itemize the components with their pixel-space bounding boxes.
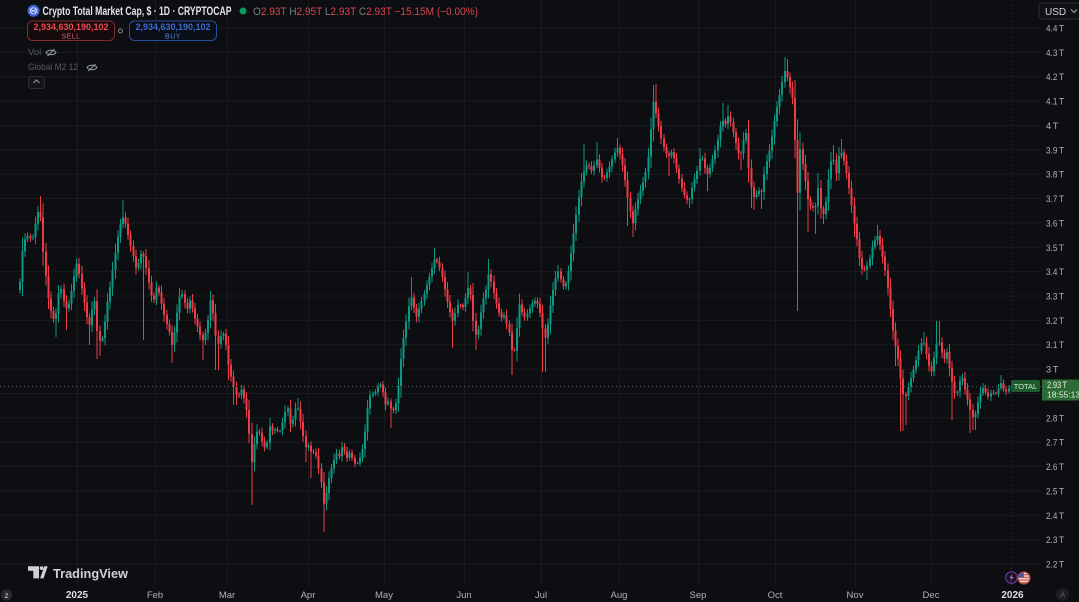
svg-text:2.93 T: 2.93 T (1047, 380, 1067, 390)
svg-text:TOTAL: TOTAL (1014, 382, 1037, 391)
svg-text:2.5 T: 2.5 T (1046, 486, 1064, 497)
svg-text:2025: 2025 (66, 590, 89, 601)
svg-text:2.3 T: 2.3 T (1046, 535, 1064, 546)
svg-text:Feb: Feb (147, 590, 163, 601)
svg-text:Crypto Total Market Cap, $ · 1: Crypto Total Market Cap, $ · 1D · CRYPTO… (43, 4, 232, 18)
svg-text:Jul: Jul (535, 590, 547, 601)
svg-text:2.6 T: 2.6 T (1046, 462, 1064, 473)
svg-text:Apr: Apr (301, 590, 316, 601)
svg-text:2.4 T: 2.4 T (1046, 511, 1064, 522)
svg-text:3.7 T: 3.7 T (1046, 194, 1064, 205)
svg-text:4.1 T: 4.1 T (1046, 97, 1064, 108)
svg-text:3.2 T: 3.2 T (1046, 316, 1064, 327)
svg-text:3.9 T: 3.9 T (1046, 145, 1064, 156)
svg-text:3.1 T: 3.1 T (1046, 340, 1064, 351)
svg-text:3.5 T: 3.5 T (1046, 243, 1064, 254)
svg-text:4 T: 4 T (1046, 121, 1059, 132)
svg-text:2.7 T: 2.7 T (1046, 438, 1064, 449)
svg-text:O2.93T H2.95T L2.93T C2.93T −1: O2.93T H2.95T L2.93T C2.93T −15.15M (−0.… (253, 6, 478, 18)
svg-text:2.2 T: 2.2 T (1046, 560, 1064, 571)
svg-text:4.2 T: 4.2 T (1046, 72, 1064, 83)
svg-text:3.4 T: 3.4 T (1046, 267, 1064, 278)
svg-text:2.8 T: 2.8 T (1046, 413, 1064, 424)
svg-text:Jun: Jun (456, 590, 471, 601)
svg-text:z: z (5, 591, 9, 600)
svg-text:3.3 T: 3.3 T (1046, 292, 1064, 303)
svg-text:4.3 T: 4.3 T (1046, 48, 1064, 59)
svg-text:4.4 T: 4.4 T (1046, 24, 1064, 35)
svg-text:May: May (375, 590, 393, 601)
svg-text:18:55:13: 18:55:13 (1047, 390, 1079, 400)
svg-text:2026: 2026 (1001, 590, 1024, 601)
svg-text:2,934,630,190,102: 2,934,630,190,102 (135, 22, 210, 32)
svg-text:Vol: Vol (28, 47, 41, 58)
svg-text:3.6 T: 3.6 T (1046, 218, 1064, 229)
svg-text:TradingView: TradingView (53, 566, 129, 581)
svg-text:3 T: 3 T (1046, 365, 1059, 376)
svg-text:Mar: Mar (219, 590, 235, 601)
svg-text:3.8 T: 3.8 T (1046, 170, 1064, 181)
svg-text:Global M2 12: Global M2 12 (28, 62, 78, 73)
svg-text:USD: USD (1045, 7, 1066, 18)
svg-text:Aug: Aug (611, 590, 628, 601)
svg-text:A: A (1060, 591, 1066, 600)
svg-text:2,934,630,190,102: 2,934,630,190,102 (33, 22, 108, 32)
svg-text:Sep: Sep (690, 590, 707, 601)
svg-text:Dec: Dec (923, 590, 940, 601)
svg-text:Nov: Nov (847, 590, 864, 601)
svg-text:BUY: BUY (165, 34, 181, 41)
svg-text:Oct: Oct (768, 590, 783, 601)
svg-text:SELL: SELL (61, 34, 80, 41)
